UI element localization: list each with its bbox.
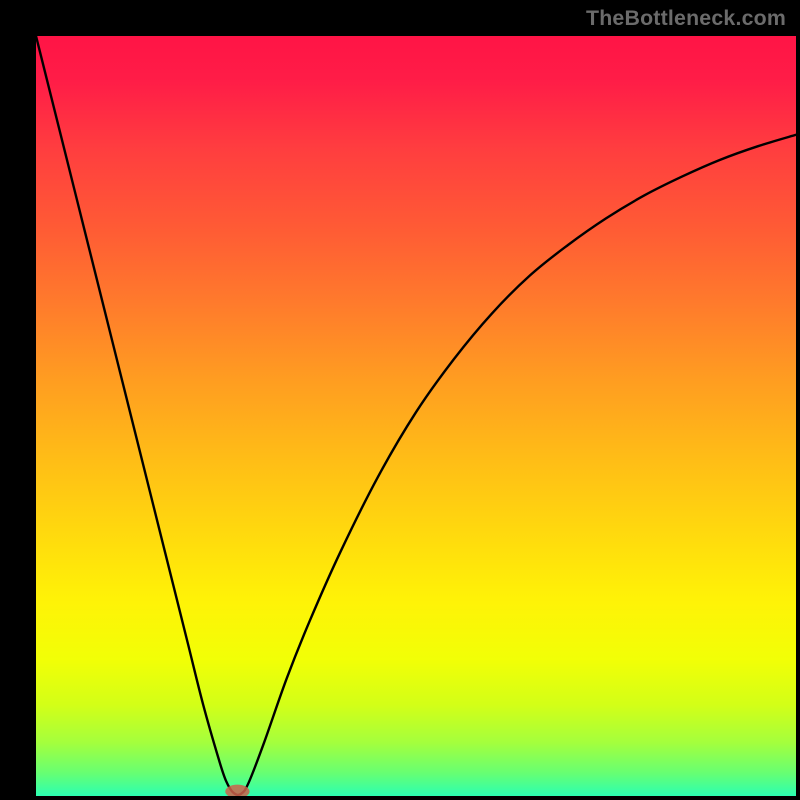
watermark: TheBottleneck.com [586,6,786,31]
chart-container: TheBottleneck.com [0,0,800,800]
plot-area [36,36,796,796]
bottleneck-curve [36,36,796,796]
